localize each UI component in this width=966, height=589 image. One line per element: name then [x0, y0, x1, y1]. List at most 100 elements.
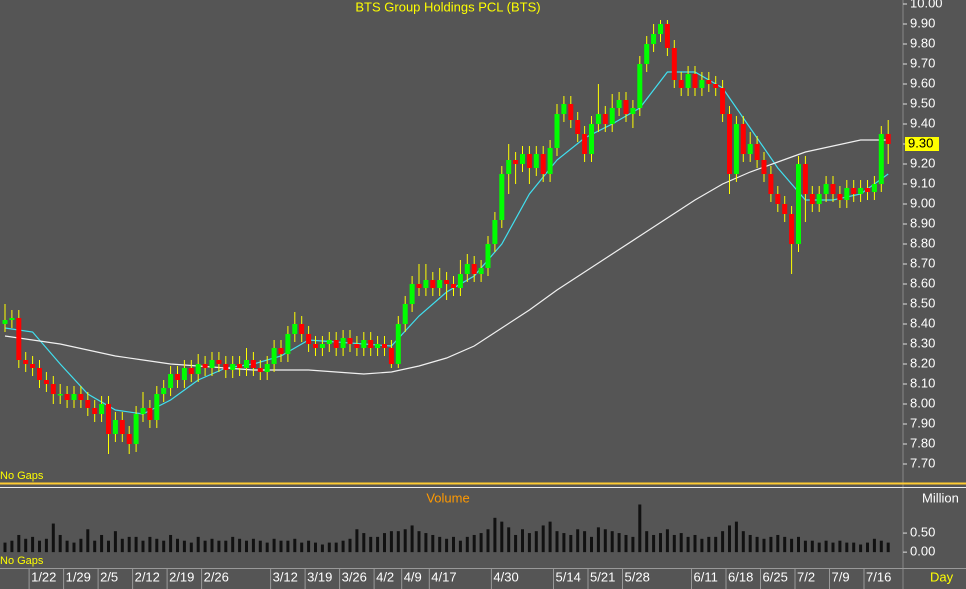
candle-body [685, 74, 691, 88]
candle-body [37, 368, 42, 380]
candle-body [244, 360, 249, 368]
volume-bar [665, 529, 669, 553]
candle-body [292, 324, 298, 334]
y-tick-label: 8.80 [910, 235, 935, 250]
candle-body [237, 364, 243, 368]
volume-bar [645, 531, 649, 553]
volume-bar [217, 540, 221, 553]
volume-bar [872, 538, 876, 553]
volume-bar [707, 536, 711, 553]
volume-bar [320, 544, 324, 553]
volume-bar [431, 534, 435, 553]
volume-bar [465, 536, 469, 553]
candle-body [506, 160, 512, 174]
volume-bar [251, 538, 255, 553]
volume-bar [734, 521, 738, 553]
volume-bar [293, 538, 297, 553]
volume-bar [210, 538, 214, 553]
volume-bar [113, 531, 117, 553]
candle-body [768, 174, 774, 194]
candle-body [816, 194, 822, 204]
y-tick-label: 8.00 [910, 395, 935, 410]
candle-body [651, 34, 657, 44]
candle-body [319, 344, 325, 348]
candle-body [126, 434, 132, 444]
candle-body [782, 204, 788, 214]
volume-bar [555, 531, 559, 553]
candle-body [112, 420, 118, 434]
candle-body [278, 348, 284, 354]
y-tick-label: 9.80 [910, 35, 935, 50]
volume-bar [148, 536, 152, 553]
volume-bar [521, 529, 524, 553]
volume-bar [93, 540, 97, 553]
moving-average-line [4, 139, 889, 375]
volume-bar [120, 538, 124, 553]
volume-bar [369, 536, 373, 553]
candle-body [789, 214, 795, 244]
x-tick-label: 2/12 [135, 569, 160, 584]
volume-bar [845, 542, 849, 553]
x-tick-label: 5/21 [590, 569, 615, 584]
candle-body [119, 420, 125, 434]
volume-bar [403, 529, 407, 553]
candle-body [878, 134, 884, 184]
x-tick-label: 5/14 [556, 569, 581, 584]
volume-bar [769, 536, 773, 553]
volume-bar [65, 540, 69, 553]
volume-bar [817, 542, 821, 553]
volume-bar [86, 529, 90, 553]
x-tick-label: 4/9 [404, 569, 422, 584]
x-tick-label: 4/2 [376, 569, 394, 584]
x-tick-label: 2/5 [100, 569, 118, 584]
candle-body [313, 344, 318, 348]
candle-body [195, 364, 201, 374]
candle-body [257, 368, 263, 372]
volume-bar [700, 538, 704, 553]
candle-body [402, 304, 408, 324]
candle-body [271, 348, 277, 364]
volume-bar [534, 531, 538, 553]
candle-body [250, 360, 256, 368]
candle-body [851, 188, 857, 194]
volume-bar [631, 536, 635, 553]
candle-body [754, 144, 760, 160]
volume-bar [327, 542, 331, 553]
y-tick-label: 9.20 [910, 155, 935, 170]
volume-bar [17, 534, 21, 553]
gap-note: No Gaps [0, 470, 44, 482]
candle-body [464, 264, 470, 274]
candle-body [161, 388, 167, 394]
volume-bar [424, 533, 428, 553]
candle-body [395, 324, 401, 364]
volume-bar [748, 534, 752, 553]
candle-body [388, 348, 394, 364]
volume-bar [300, 542, 304, 553]
volume-bar [838, 540, 842, 553]
candle-body [347, 338, 353, 344]
y-tick-label: 8.60 [910, 275, 935, 290]
candle-body [533, 154, 539, 168]
volume-bar [196, 536, 200, 553]
volume-bar [286, 540, 290, 553]
volume-bar [445, 538, 449, 553]
volume-bar [203, 540, 207, 553]
volume-bar [100, 534, 104, 553]
volume-bar [679, 533, 683, 553]
candle-body [2, 320, 8, 324]
candle-body [457, 274, 463, 288]
candle-body [644, 44, 650, 64]
volume-bar [810, 540, 814, 553]
candle-body [333, 340, 339, 348]
volume-bar [348, 538, 352, 553]
candle-body [168, 374, 174, 388]
volume-bar [596, 527, 600, 553]
candle-body [16, 318, 22, 360]
candle-body [375, 344, 381, 348]
volume-bar [693, 534, 697, 553]
volume-bar [182, 540, 186, 553]
candle-body [154, 394, 160, 420]
candle-body [30, 364, 36, 368]
